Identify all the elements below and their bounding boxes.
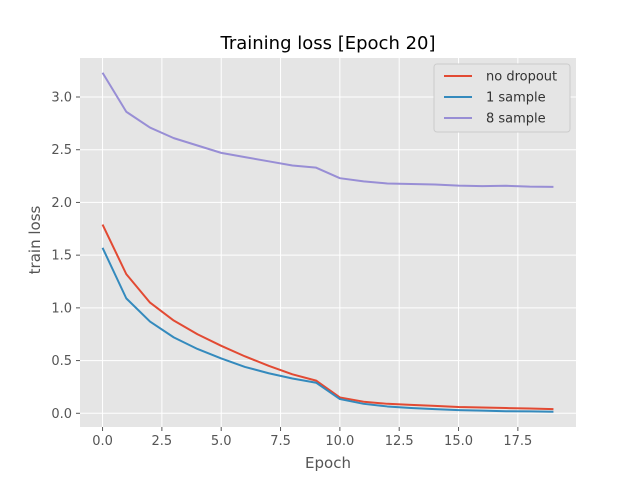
x-tick-label: 0.0 — [92, 434, 113, 449]
series-line-1-sample — [101, 247, 554, 413]
y-tick-label: 1.5 — [51, 249, 72, 264]
legend-box — [433, 63, 571, 133]
axis-ticks: 0.0 2.5 5.0 7.5 10.0 12.5 15.0 17.5 0.0 0.5 1.0 1.5… — [51, 91, 532, 449]
y-tick-label: 0.5 — [51, 354, 72, 369]
x-tick-label: 17.5 — [503, 434, 532, 449]
chart-title: Training loss [Epoch 20] — [219, 33, 435, 54]
series-lines — [101, 72, 554, 413]
x-tick-label: 2.5 — [152, 434, 173, 449]
y-tick-label: 1.0 — [51, 301, 72, 316]
legend-label: no dropout — [486, 70, 557, 85]
series-line-8-sample — [101, 72, 554, 188]
y-tick-label: 2.5 — [51, 143, 72, 158]
y-axis-label: train loss — [26, 205, 44, 274]
x-tick-label: 7.5 — [270, 434, 291, 449]
x-tick-label: 12.5 — [385, 434, 414, 449]
x-axis-label: Epoch — [305, 454, 351, 472]
y-tick-label: 2.0 — [51, 196, 72, 211]
x-tick-label: 5.0 — [211, 434, 232, 449]
x-tick-label: 10.0 — [325, 434, 354, 449]
series-line-no-dropout — [101, 224, 554, 411]
legend-label: 8 sample — [486, 112, 546, 127]
legend-label: 1 sample — [486, 91, 546, 106]
y-tick-label: 0.0 — [51, 407, 72, 422]
x-tick-label: 15.0 — [444, 434, 473, 449]
y-tick-label: 3.0 — [51, 91, 72, 106]
legend: no dropout 1 sample 8 sample — [433, 63, 571, 133]
